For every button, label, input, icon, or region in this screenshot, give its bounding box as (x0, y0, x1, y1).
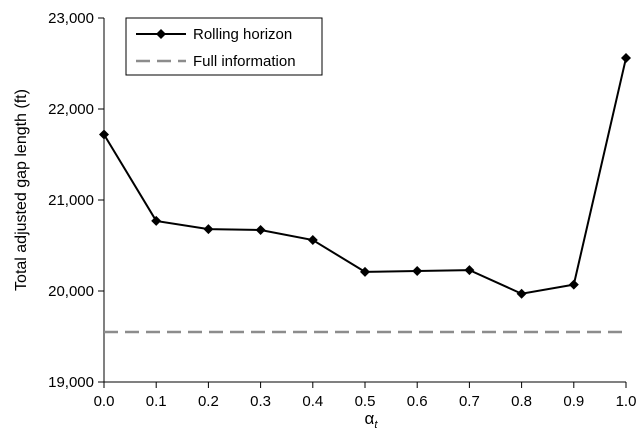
y-tick-label: 19,000 (48, 374, 94, 391)
data-point-rolling-horizon (516, 288, 527, 299)
x-tick-label: 0.4 (302, 393, 323, 410)
legend-label-full-information: Full information (193, 53, 296, 70)
x-tick-label: 0.8 (511, 393, 532, 410)
data-point-rolling-horizon (360, 266, 370, 277)
data-point-rolling-horizon (412, 265, 423, 276)
y-tick-label: 22,000 (48, 101, 94, 118)
y-axis-title: Total adjusted gap length (ft) (13, 89, 30, 291)
y-tick-label: 20,000 (48, 283, 94, 300)
x-tick-label: 0.6 (407, 393, 428, 410)
legend-box (125, 17, 323, 76)
legend: Rolling horizon Full information (125, 17, 323, 76)
data-point-rolling-horizon (568, 279, 579, 290)
legend-marker-rolling-horizon (156, 29, 166, 39)
x-tick-label: 0.5 (355, 393, 376, 410)
y-tick-label: 23,000 (48, 10, 94, 27)
x-tick-label: 0.1 (146, 393, 167, 410)
data-point-rolling-horizon (255, 225, 266, 236)
series-line-rolling-horizon (103, 57, 627, 295)
data-point-rolling-horizon (464, 265, 475, 276)
legend-label-rolling-horizon: Rolling horizon (193, 26, 292, 43)
y-tick-label: 21,000 (48, 192, 94, 209)
data-point-rolling-horizon (621, 53, 631, 64)
series-layer (99, 53, 631, 334)
data-point-rolling-horizon (307, 235, 318, 246)
x-tick-label: 0.7 (459, 393, 480, 410)
x-axis-title-symbol: α (365, 409, 375, 428)
data-point-rolling-horizon (203, 224, 214, 235)
x-tick-label: 1.0 (616, 393, 637, 410)
x-tick-label: 0.2 (198, 393, 219, 410)
x-tick-label: 0.0 (94, 393, 115, 410)
x-axis-title: αt (365, 409, 379, 431)
y-axis-ticks: 19,000 20,000 21,000 22,000 23,000 (48, 10, 104, 391)
x-axis-ticks: 0.0 0.1 0.2 0.3 0.4 0.5 0.6 0.7 0.8 0.9 1.0 (94, 382, 637, 410)
data-point-rolling-horizon (151, 215, 162, 226)
data-point-rolling-horizon (99, 129, 109, 140)
x-tick-label: 0.9 (563, 393, 584, 410)
x-tick-label: 0.3 (250, 393, 271, 410)
x-axis-title-subscript: t (374, 419, 378, 431)
